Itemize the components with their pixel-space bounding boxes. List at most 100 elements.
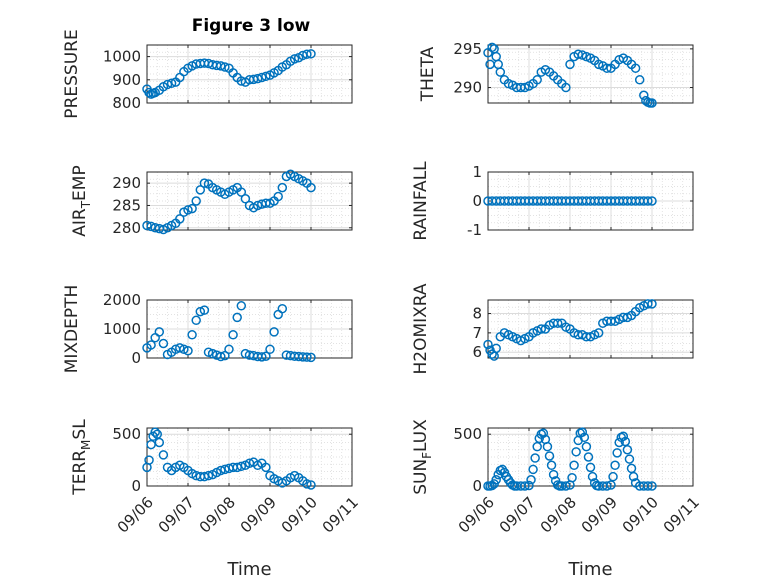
- axes-box: [487, 427, 694, 487]
- data-point: [520, 481, 530, 491]
- data-point: [577, 427, 588, 437]
- data-point: [150, 427, 160, 437]
- y-axis-label: AIRTEMP: [70, 165, 93, 236]
- data-point: [630, 63, 641, 73]
- data-point: [647, 299, 657, 309]
- data-point: [593, 59, 604, 70]
- data-point: [520, 82, 530, 93]
- data-point: [207, 348, 218, 359]
- data-point: [548, 469, 559, 480]
- data-point: [277, 182, 288, 193]
- data-point: [528, 464, 538, 475]
- data-point: [306, 49, 316, 59]
- data-point: [195, 306, 206, 317]
- data-point: [179, 344, 189, 355]
- x-tick-label: 09/08: [537, 493, 580, 536]
- y-tick-label: 1000: [103, 320, 141, 338]
- data-point: [191, 196, 201, 206]
- data-point: [261, 462, 271, 473]
- data-point: [203, 470, 214, 481]
- data-point: [643, 196, 653, 206]
- x-tick-label: 09/11: [660, 493, 703, 536]
- data-point: [552, 318, 563, 328]
- subplot-4: -1 0 1 RAINFALL: [411, 161, 694, 241]
- data-point: [620, 436, 631, 447]
- y-tick-label: 0: [472, 477, 482, 495]
- subplot-6: 678 H2OMIXRA: [411, 283, 694, 375]
- data-point: [622, 445, 633, 455]
- y-tick-label: 900: [112, 71, 141, 89]
- data-point: [567, 472, 577, 483]
- data-point: [216, 61, 226, 71]
- data-point: [573, 49, 583, 60]
- data-point: [240, 194, 251, 204]
- data-point: [144, 87, 154, 98]
- data-point: [261, 71, 271, 82]
- data-point: [602, 481, 612, 491]
- data-point: [561, 481, 571, 491]
- data-point: [175, 214, 185, 224]
- data-point: [289, 54, 300, 64]
- y-tick-label: 7: [472, 324, 482, 342]
- data-point: [257, 352, 267, 362]
- y-axis-label: SUNFLUX: [411, 419, 434, 495]
- data-point: [583, 452, 594, 462]
- data-point: [273, 191, 283, 202]
- data-point: [587, 471, 598, 482]
- y-axis-label: RAINFALL: [411, 161, 431, 241]
- y-tick-label: 6: [472, 343, 482, 361]
- data-point: [546, 460, 557, 471]
- y-tick-label: 285: [112, 196, 141, 214]
- data-point: [585, 462, 596, 473]
- data-point: [579, 432, 590, 443]
- y-axis-label: MIXDEPTH: [62, 285, 82, 374]
- subplot-2: 290 295 THETA: [418, 40, 694, 108]
- y-tick-label: 2000: [103, 291, 141, 309]
- data-point: [158, 450, 169, 460]
- y-tick-label: 290: [453, 79, 482, 97]
- data-point: [228, 330, 238, 340]
- data-point: [532, 441, 542, 452]
- y-axis-label: PRESSURE: [62, 29, 82, 118]
- x-tick-label: 09/11: [319, 493, 362, 536]
- axes-box: [487, 44, 694, 104]
- data-point: [302, 352, 312, 362]
- axes-box: [146, 171, 353, 231]
- data-point: [236, 187, 247, 197]
- axes-box: [487, 299, 694, 359]
- data-point: [624, 454, 635, 464]
- data-point: [581, 51, 592, 62]
- data-point: [216, 351, 226, 362]
- data-point: [261, 351, 271, 362]
- x-tick-label: 09/08: [196, 493, 239, 536]
- data-point: [166, 78, 177, 89]
- subplot-5: 0 1000 2000 MIXDEPTH: [62, 285, 353, 374]
- data-point: [236, 301, 247, 311]
- x-axis-label: Time: [567, 559, 612, 580]
- y-tick-label: 0: [131, 477, 141, 495]
- y-tick-label: -1: [467, 221, 482, 239]
- data-point: [569, 460, 579, 471]
- data-point: [634, 75, 645, 85]
- y-tick-label: 0: [131, 349, 141, 367]
- x-axis-label: Time: [226, 559, 271, 580]
- data-point: [261, 198, 271, 208]
- x-tick-label: 09/10: [619, 493, 662, 536]
- data-point: [495, 67, 506, 77]
- x-tick-label: 09/10: [278, 493, 321, 536]
- data-point: [252, 73, 263, 84]
- data-point: [643, 481, 653, 491]
- data-point: [187, 330, 197, 340]
- y-tick-label: 1000: [103, 48, 141, 66]
- x-tick-label: 09/06: [114, 493, 157, 536]
- subplot-3: 280 285 290 AIRTEMP: [70, 165, 353, 237]
- y-tick-label: 500: [112, 425, 141, 443]
- y-tick-label: 8: [472, 305, 482, 323]
- y-axis-label: TERRMSL: [70, 419, 93, 496]
- data-point: [154, 437, 165, 448]
- data-point: [526, 475, 536, 485]
- data-point: [602, 63, 612, 73]
- data-point: [647, 481, 657, 491]
- data-point: [306, 352, 316, 363]
